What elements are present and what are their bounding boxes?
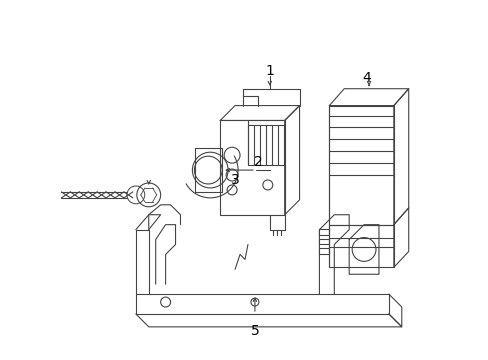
Text: 3: 3	[230, 173, 239, 187]
Text: 1: 1	[265, 64, 274, 78]
Text: 5: 5	[250, 324, 259, 338]
Text: 4: 4	[362, 71, 371, 85]
Text: 2: 2	[253, 155, 262, 169]
